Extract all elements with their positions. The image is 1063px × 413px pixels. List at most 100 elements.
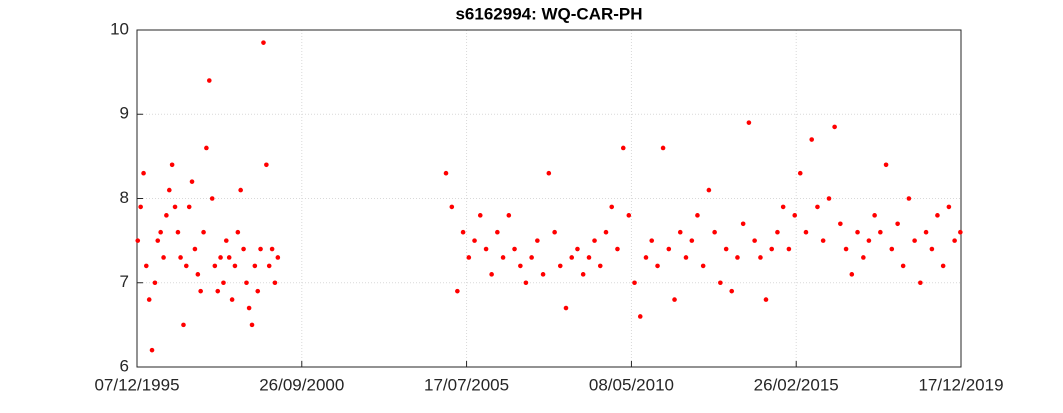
point	[261, 40, 266, 45]
point	[735, 255, 740, 260]
point	[740, 221, 746, 227]
point	[580, 272, 586, 277]
point	[677, 229, 683, 235]
point	[660, 145, 666, 151]
point	[258, 246, 263, 252]
point	[815, 204, 820, 210]
point	[143, 263, 149, 269]
point	[746, 120, 752, 125]
point	[718, 280, 723, 286]
point	[164, 213, 169, 218]
point	[586, 255, 592, 260]
point	[563, 305, 569, 311]
point	[758, 255, 763, 260]
point	[695, 213, 700, 218]
point	[958, 229, 963, 235]
point	[189, 179, 195, 184]
point	[557, 263, 563, 269]
point	[883, 162, 889, 168]
point	[552, 229, 557, 235]
point	[175, 229, 181, 235]
point	[466, 255, 472, 260]
point	[186, 204, 192, 210]
point	[643, 255, 649, 260]
y-tick-label: 10	[110, 19, 129, 38]
point	[166, 187, 172, 193]
point	[723, 246, 729, 252]
x-tick-label: 17/07/2005	[424, 375, 509, 394]
point	[843, 246, 849, 252]
point	[246, 305, 252, 311]
point	[706, 187, 712, 193]
point	[895, 221, 900, 227]
point	[683, 255, 689, 260]
point	[192, 246, 198, 252]
point	[455, 288, 460, 294]
point	[209, 196, 215, 201]
point	[255, 288, 261, 294]
point	[632, 280, 637, 286]
point	[918, 280, 923, 286]
point	[872, 213, 877, 218]
point	[603, 229, 609, 235]
point	[540, 272, 546, 277]
y-tick-label: 6	[120, 356, 129, 375]
point	[178, 255, 183, 260]
point	[449, 204, 455, 210]
point	[672, 297, 677, 302]
point	[923, 229, 929, 235]
point	[769, 246, 775, 252]
point	[506, 213, 512, 218]
point	[575, 246, 580, 252]
point	[569, 255, 575, 260]
point	[238, 187, 243, 193]
point	[141, 170, 146, 176]
point	[252, 263, 258, 269]
point	[518, 263, 523, 269]
x-tick-label: 07/12/1995	[94, 375, 179, 394]
point	[198, 288, 203, 294]
point	[201, 229, 206, 235]
point	[215, 288, 221, 294]
point	[712, 229, 717, 235]
point	[195, 272, 201, 277]
point	[855, 229, 860, 235]
point	[900, 263, 906, 269]
point	[832, 124, 837, 130]
point	[849, 272, 855, 277]
point	[206, 78, 212, 83]
point	[512, 246, 517, 252]
point	[546, 170, 552, 176]
point	[244, 280, 249, 286]
point	[223, 238, 229, 243]
point	[752, 238, 757, 243]
plot-frame	[136, 29, 962, 368]
point	[221, 280, 226, 286]
point	[235, 229, 241, 235]
point	[906, 196, 912, 201]
point	[649, 238, 655, 243]
point	[826, 196, 832, 201]
point	[889, 246, 895, 252]
point	[158, 229, 163, 235]
point	[620, 145, 626, 151]
point	[183, 263, 189, 269]
point	[226, 255, 232, 260]
point	[803, 229, 809, 235]
point	[272, 280, 278, 286]
point	[149, 347, 155, 353]
point	[666, 246, 672, 252]
point	[929, 246, 935, 252]
point	[946, 204, 952, 210]
point	[535, 238, 540, 243]
point	[775, 229, 780, 235]
point	[592, 238, 597, 243]
point	[820, 238, 826, 243]
point	[264, 162, 269, 168]
x-tick-label: 08/05/2010	[589, 375, 674, 394]
point	[940, 263, 946, 269]
point	[809, 137, 815, 142]
point	[161, 255, 166, 260]
